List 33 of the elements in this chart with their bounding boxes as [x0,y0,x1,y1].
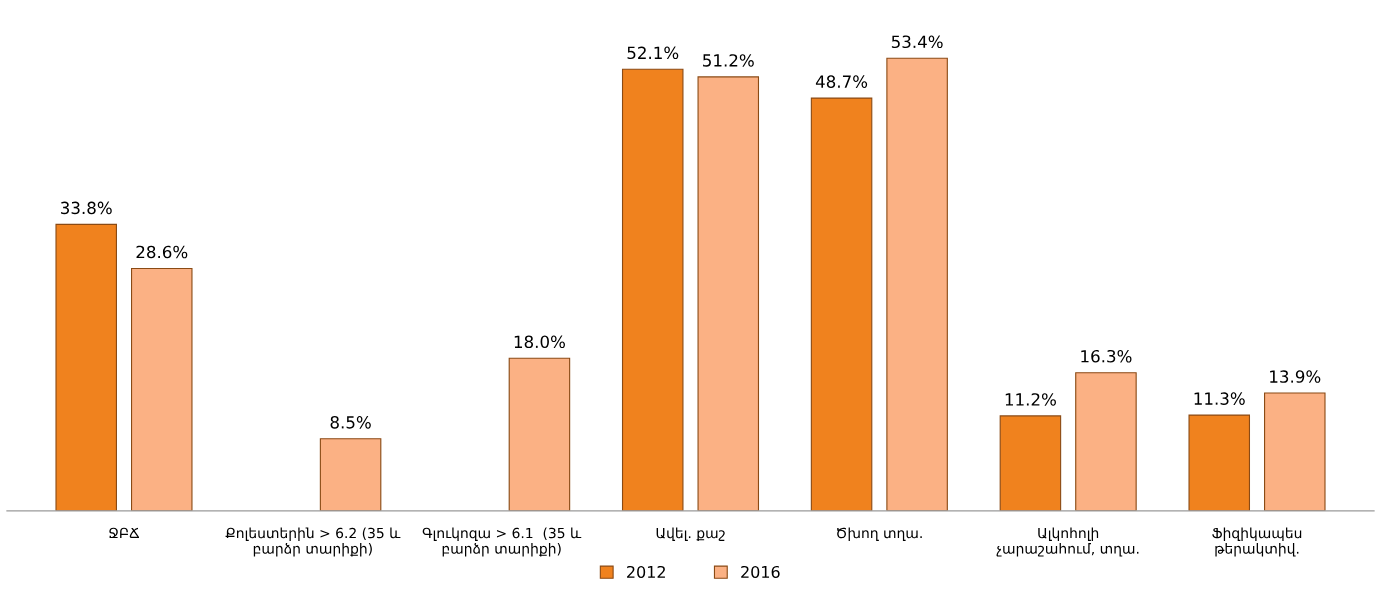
data-label: 28.6% [136,245,188,259]
x-tick-label: Ավել. քաշ [656,527,725,541]
bar [999,415,1062,511]
data-label: 53.4% [891,35,943,49]
bar [697,76,760,511]
bar [1075,372,1137,511]
data-label: 48.7% [815,75,868,88]
x-tick-label: Ֆիզիկապես թերակտիվ. [1212,527,1302,557]
bar [886,57,948,511]
data-label: 52.1% [627,46,679,60]
x-tick-label: Գլուկոզա > 6.1 (35 և բարձր տարիքի) [422,527,582,557]
bar [319,438,382,511]
data-label: 18.0% [514,335,565,349]
legend-label: 2016 [741,565,780,578]
bar [508,357,571,511]
bar [1264,392,1326,511]
x-tick-label: Ալկոհոլի չարաշահում, տղա. [996,527,1139,557]
data-label: 13.9% [1270,370,1321,383]
legend-label: 2012 [627,565,665,578]
x-tick-label: ՋԲՃ [109,527,140,539]
bar [1188,414,1251,511]
data-label: 33.8% [61,201,112,215]
data-label: 11.3% [1194,392,1245,405]
bar [55,223,117,511]
data-label: 11.2% [1005,393,1056,406]
bar [810,97,873,511]
data-label: 51.2% [703,54,754,67]
bar [130,267,193,511]
data-label: 8.5% [330,416,371,429]
data-label: 16.3% [1081,349,1132,363]
bar [621,68,684,511]
x-tick-label: Ծխող տղա. [837,527,922,541]
x-tick-label: Քոլեստերին > 6.2 (35 և բարձր տարիքի) [225,527,401,557]
